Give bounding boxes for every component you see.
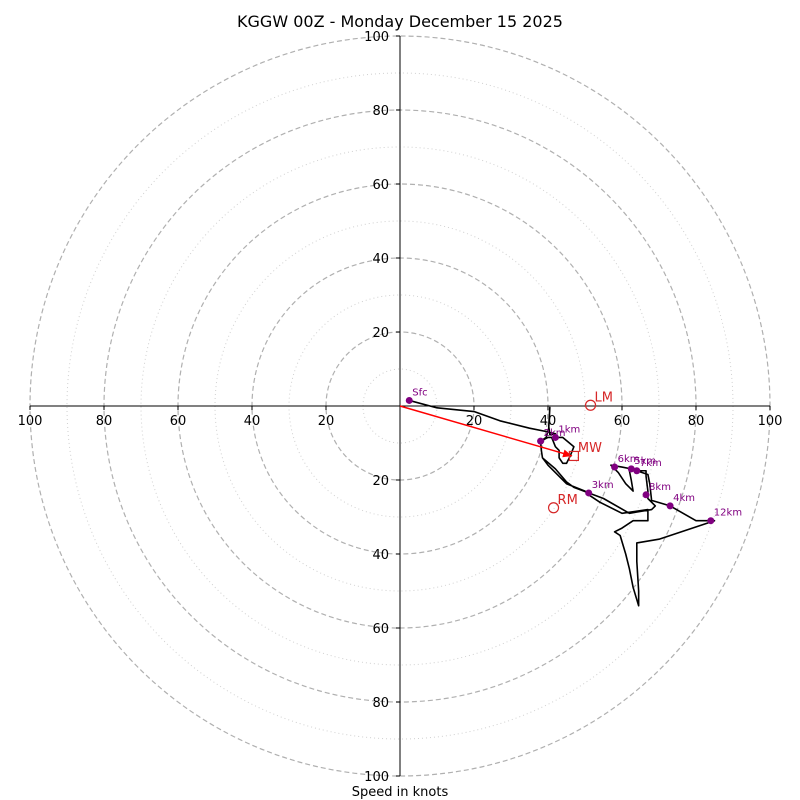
y-tick-label: 40 (372, 548, 389, 563)
y-tick-label: 100 (364, 30, 389, 45)
rm-label: RM (558, 493, 578, 508)
height-label-sfc: Sfc (412, 387, 427, 398)
height-marker-12km (707, 517, 715, 525)
height-label-3km: 3km (592, 480, 614, 491)
chart-title: KGGW 00Z - Monday December 15 2025 (237, 12, 563, 31)
mw-label: MW (578, 441, 602, 456)
y-tick-label: 20 (372, 326, 389, 341)
lm-marker (584, 399, 597, 411)
x-tick-label: 80 (688, 414, 705, 429)
x-tick-label: 100 (758, 414, 783, 429)
x-tick-label: 20 (318, 414, 335, 429)
rm-marker (547, 502, 560, 514)
height-label-5km: 5km (634, 456, 656, 467)
height-label-2km: 2km (544, 428, 566, 439)
y-tick-label: 80 (372, 104, 389, 119)
height-marker-6km (611, 463, 619, 471)
height-label-6km: 6km (618, 454, 640, 465)
height-marker-3km (585, 489, 593, 497)
x-tick-label: 40 (540, 414, 557, 429)
height-marker-2km (537, 437, 545, 445)
height-marker-8km (642, 491, 650, 499)
height-marker-4km (666, 502, 674, 510)
x-tick-label: 100 (18, 414, 43, 429)
y-tick-label: 60 (372, 178, 389, 193)
height-label-12km: 12km (714, 508, 742, 519)
shear-vector (399, 405, 573, 457)
y-tick-label: 20 (372, 474, 389, 489)
height-marker-1km (551, 433, 559, 441)
x-axis-label: Speed in knots (352, 785, 449, 800)
height-label-1km: 1km (558, 424, 580, 435)
height-marker-7km (633, 467, 641, 475)
height-marker-sfc (405, 396, 413, 404)
lm-label: LM (595, 390, 613, 405)
height-label-8km: 8km (649, 482, 671, 493)
tick-labels: 100 80 60 40 20 20 40 60 80 100 100 80 60 40 20 20 40 60 8… (18, 30, 783, 785)
mw-marker (568, 450, 580, 462)
height-label-4km: 4km (673, 493, 695, 504)
x-tick-label: 60 (614, 414, 631, 429)
x-tick-label: 60 (170, 414, 187, 429)
x-tick-label: 80 (96, 414, 113, 429)
x-tick-label: 20 (466, 414, 483, 429)
x-tick-label: 40 (244, 414, 261, 429)
y-tick-label: 60 (372, 622, 389, 637)
height-label-7km: 7km (640, 458, 662, 469)
storm-motion-group: LM MW RM (547, 390, 613, 514)
y-tick-label: 80 (372, 696, 389, 711)
y-tick-label: 100 (364, 770, 389, 785)
y-tick-label: 40 (372, 252, 389, 267)
height-marker-5km (627, 465, 635, 473)
